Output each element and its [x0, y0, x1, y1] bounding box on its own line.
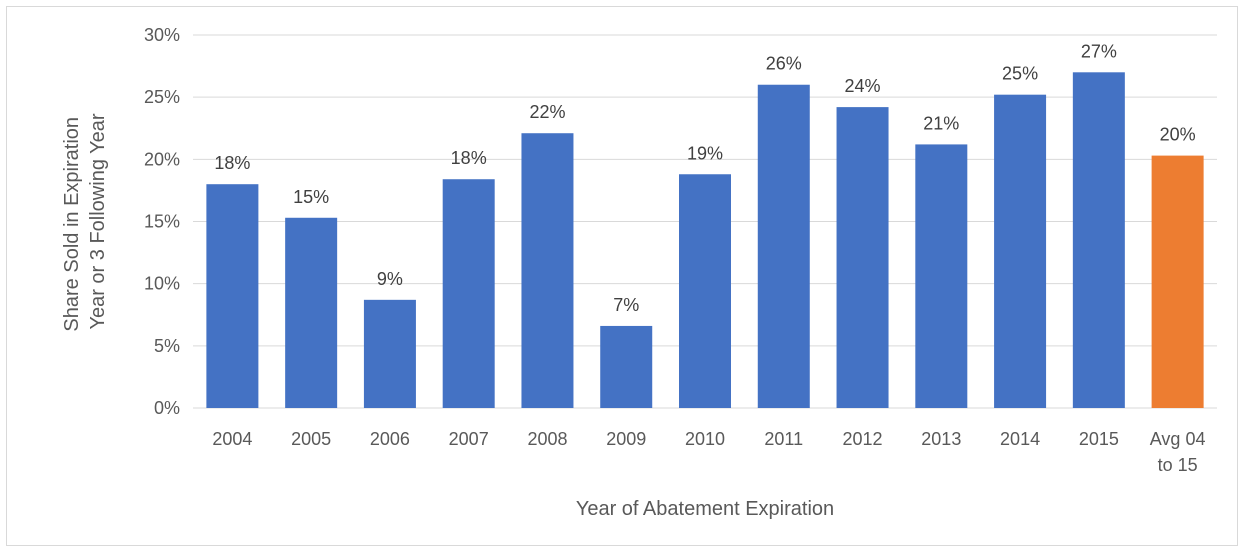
data-label: 7% [613, 295, 639, 315]
bar [994, 94, 1047, 409]
x-tick-label: 2013 [921, 429, 961, 449]
x-tick-label: 2012 [843, 429, 883, 449]
y-axis-title: Share Sold in Expiration Year or 3 Follo… [61, 111, 109, 331]
data-label: 15% [293, 187, 329, 207]
y-tick-label: 30% [144, 25, 180, 45]
x-tick-label: to 15 [1158, 455, 1198, 475]
bar [363, 299, 416, 408]
x-tick-label: 2009 [606, 429, 646, 449]
x-tick-label: 2008 [527, 429, 567, 449]
data-label: 22% [529, 102, 565, 122]
data-labels: 18% 15% 9% 18% 22% 7% 19% 26% 24% 21% 25% 27% 20% [214, 41, 1195, 315]
data-label: 24% [845, 76, 881, 96]
bar [600, 325, 653, 408]
bar [521, 133, 574, 408]
bar [285, 217, 338, 408]
bar [915, 144, 968, 408]
data-label: 9% [377, 269, 403, 289]
y-axis-ticks: 0% 5% 10% 15% 20% 25% 30% [144, 25, 180, 418]
y-tick-label: 10% [144, 274, 180, 294]
gridlines [193, 34, 1217, 409]
data-label: 25% [1002, 64, 1038, 84]
data-label: 19% [687, 143, 723, 163]
data-label: 18% [214, 153, 250, 173]
x-axis-ticks: 2004 2005 2006 2007 2008 2009 2010 2011 2012 2013… [212, 429, 1205, 475]
x-tick-label: 2010 [685, 429, 725, 449]
y-tick-label: 5% [154, 336, 180, 356]
bar [1151, 155, 1204, 408]
x-tick-label: 2005 [291, 429, 331, 449]
x-tick-label: 2007 [449, 429, 489, 449]
data-label: 18% [451, 148, 487, 168]
y-tick-label: 15% [144, 212, 180, 232]
x-tick-label: 2006 [370, 429, 410, 449]
bars [206, 72, 1204, 409]
data-label: 21% [923, 113, 959, 133]
y-tick-label: 20% [144, 149, 180, 169]
data-label: 26% [766, 54, 802, 74]
y-tick-label: 0% [154, 398, 180, 418]
bar [836, 107, 889, 408]
y-axis-title-line-1: Share Sold in Expiration [61, 117, 83, 332]
bar [442, 179, 495, 408]
bar [679, 174, 731, 408]
bar [206, 184, 259, 408]
x-tick-label: 2004 [212, 429, 252, 449]
x-axis-title: Year of Abatement Expiration [576, 498, 834, 520]
y-tick-label: 25% [144, 87, 180, 107]
x-tick-label: 2015 [1079, 429, 1119, 449]
data-label: 20% [1160, 125, 1196, 145]
data-label: 27% [1081, 41, 1117, 61]
bar [757, 84, 810, 408]
x-tick-label: Avg 04 [1150, 429, 1206, 449]
x-tick-label: 2014 [1000, 429, 1040, 449]
bar [1072, 72, 1125, 409]
x-tick-label: 2011 [764, 429, 803, 449]
y-axis-title-line-2: Year or 3 Following Year [87, 113, 109, 329]
